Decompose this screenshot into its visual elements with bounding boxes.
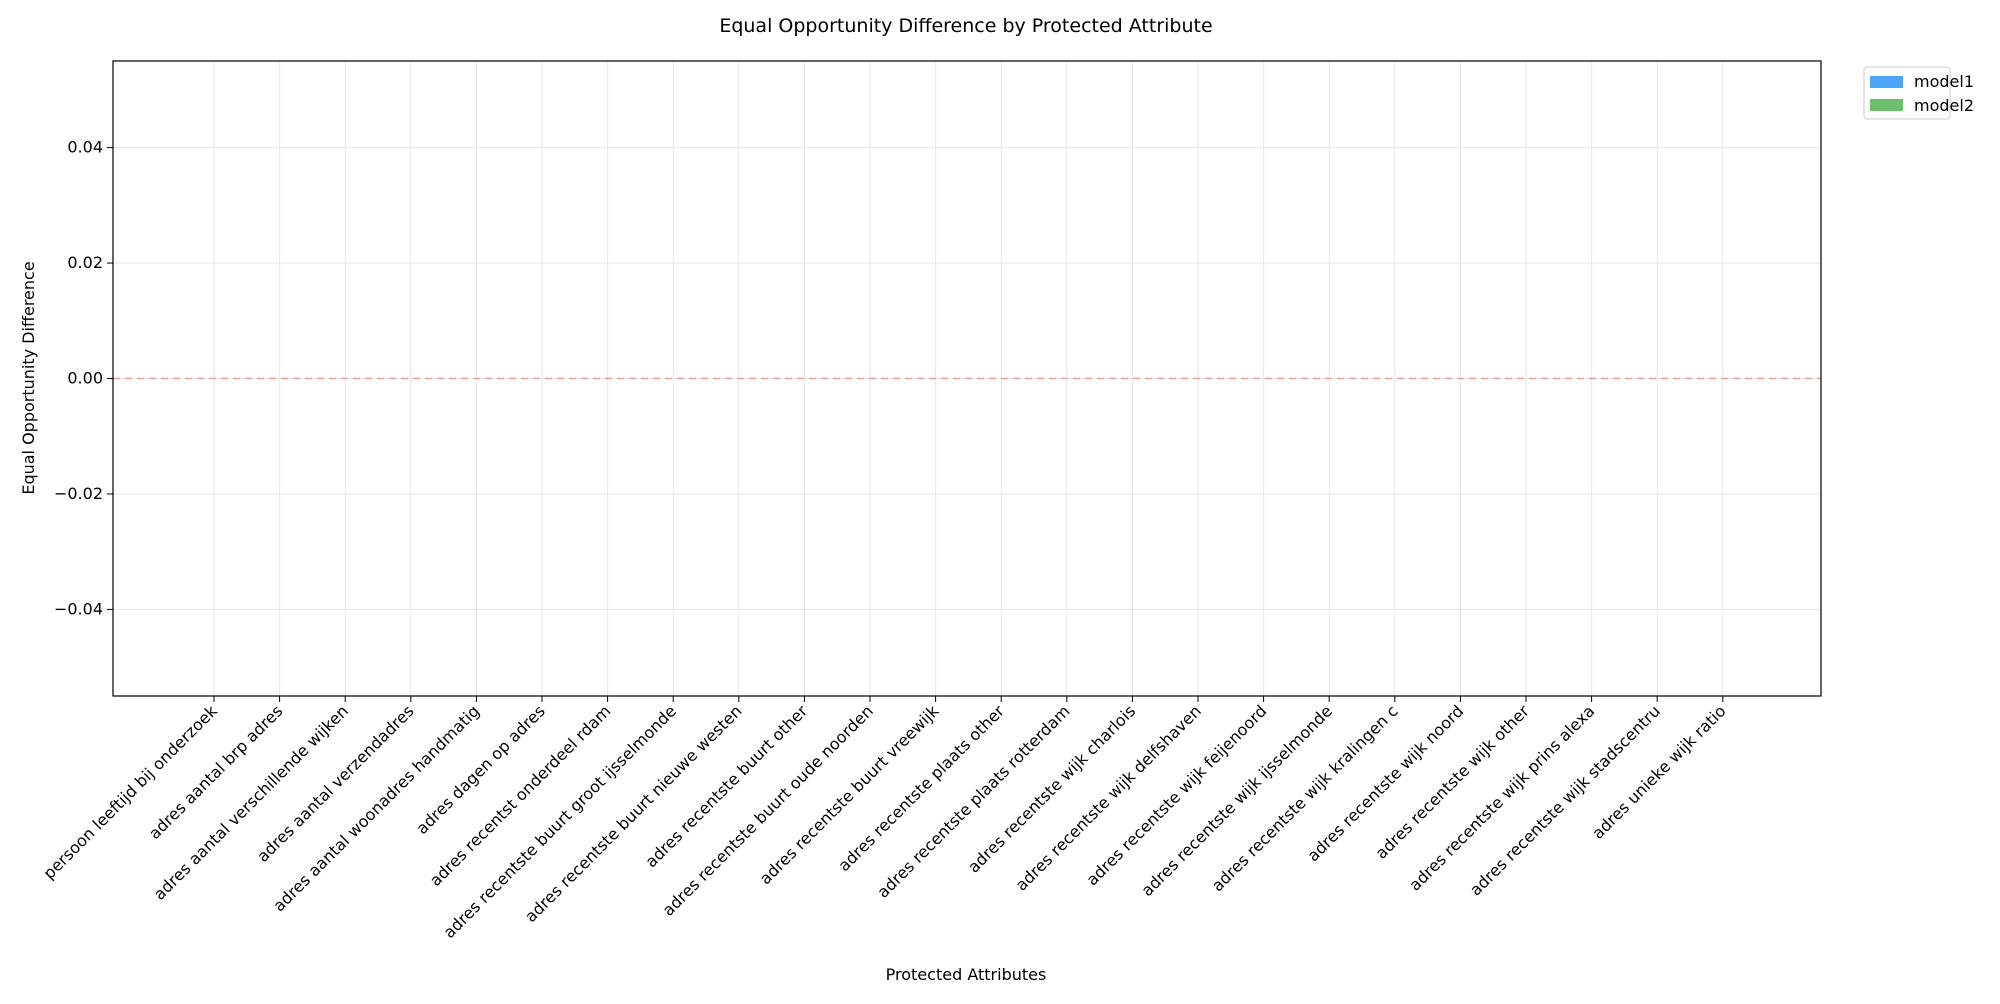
x-tick-label: adres recentste buurt groot ijsselmonde [439,701,680,942]
y-axis-label: Equal Opportunity Difference [19,261,38,494]
legend-label-model2: model2 [1914,96,1974,115]
x-tick-label: adres unieke wijk ratio [1588,701,1729,842]
y-tick-label: −0.02 [54,484,103,503]
y-tick-label: 0.02 [67,253,103,272]
chart-title: Equal Opportunity Difference by Protecte… [719,15,1212,37]
x-tick-label: adres dagen op adres [412,701,549,838]
legend-swatch-model2 [1870,99,1903,111]
legend-swatch-model1 [1870,76,1903,88]
y-axis: −0.04 −0.02 0.00 0.02 0.04 [54,138,113,618]
x-tick-label: adres aantal brp adres [145,701,287,843]
y-tick-label: 0.00 [67,369,103,388]
y-tick-label: −0.04 [54,599,103,618]
y-tick-label: 0.04 [67,138,103,157]
legend-label-model1: model1 [1914,72,1974,91]
legend: model1 model2 [1863,66,1974,120]
x-axis-label: Protected Attributes [886,965,1047,984]
